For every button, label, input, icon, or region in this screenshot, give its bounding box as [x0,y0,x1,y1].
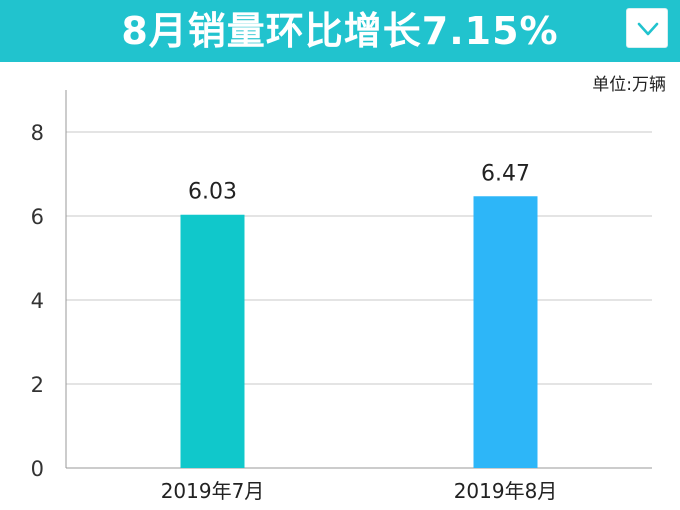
page-title: 8月销量环比增长7.15% [121,9,559,53]
unit-label: 单位:万辆 [592,75,666,95]
y-tick-label: 6 [31,205,44,229]
bar [473,196,538,468]
y-tick-label: 0 [31,457,44,481]
y-tick-label: 4 [31,289,44,313]
bar [180,214,245,468]
x-tick-label: 2019年7月 [161,479,265,503]
data-label: 6.47 [481,161,530,186]
y-tick-label: 2 [31,373,44,397]
dropdown-button[interactable] [626,8,668,48]
chevron-down-icon [637,22,659,36]
y-tick-label: 8 [31,121,44,145]
title-bar [0,0,680,62]
data-label: 6.03 [188,180,237,205]
x-tick-label: 2019年8月 [454,479,558,503]
